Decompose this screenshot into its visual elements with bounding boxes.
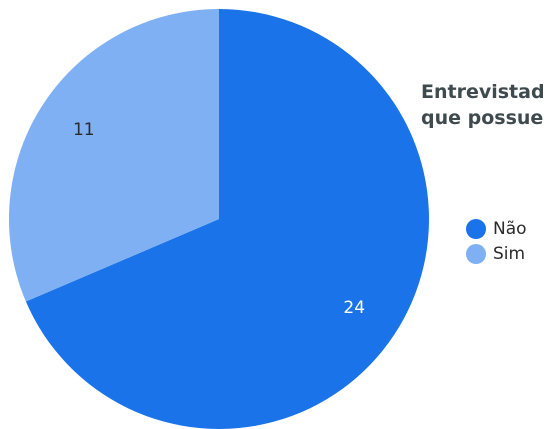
chart-title-line-1: Entrevistados que possuem — [421, 81, 544, 103]
legend-item-nao[interactable]: Não — [466, 216, 527, 241]
legend-swatch-nao — [466, 218, 486, 239]
chart-title: Entrevistados que possuem que possuem — [421, 79, 544, 131]
legend: Não Sim — [466, 216, 527, 266]
pie-slice-sim[interactable] — [8, 9, 220, 302]
pie-slices — [8, 9, 429, 429]
legend-label-nao: Não — [493, 218, 527, 239]
pie-data-label-n-o: 24 — [343, 298, 365, 318]
legend-label-sim: Sim — [493, 243, 526, 264]
pie-data-label-sim: 11 — [73, 120, 95, 140]
legend-item-sim[interactable]: Sim — [466, 241, 527, 266]
pie-slice-n-o[interactable] — [25, 9, 429, 429]
legend-swatch-sim — [466, 243, 486, 264]
pie-data-labels: 24 11 — [73, 120, 365, 318]
chart-title-line-2: que possuem — [421, 107, 544, 129]
